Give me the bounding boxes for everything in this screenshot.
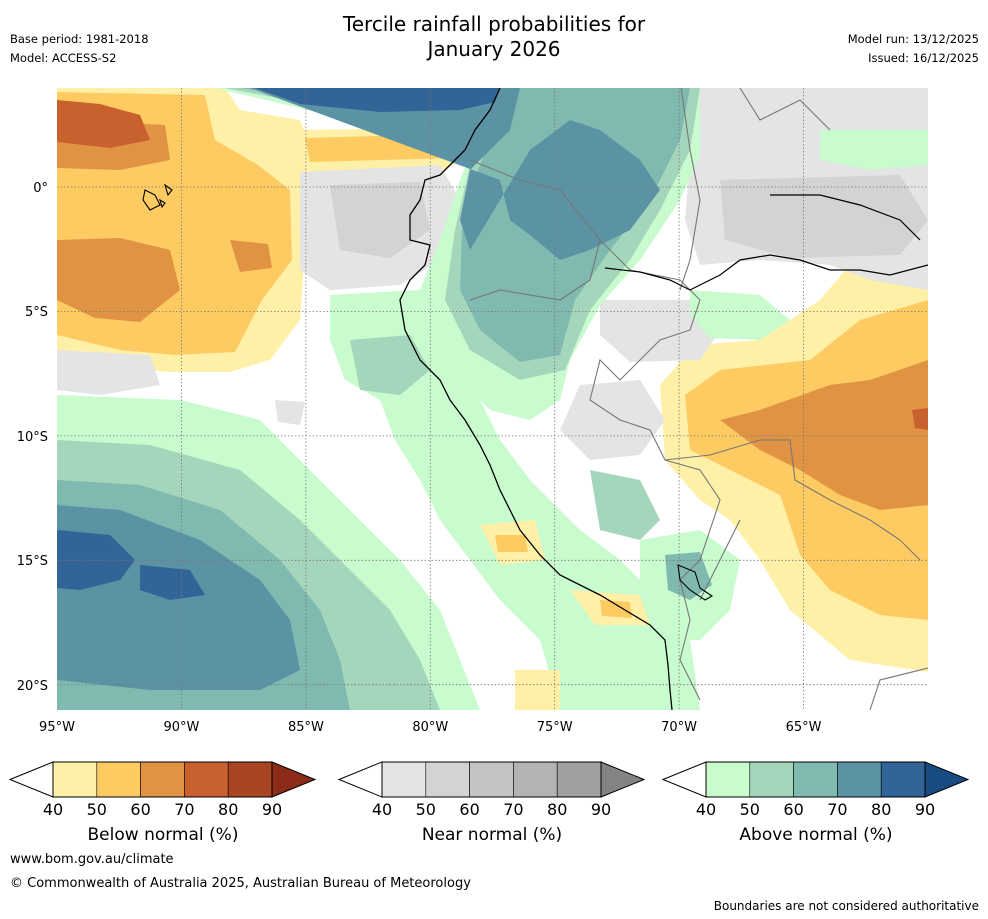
colorbar-swatch <box>705 761 751 798</box>
colorbar-outline <box>381 761 602 798</box>
below-patch-coast-50 <box>495 535 632 618</box>
footer-url[interactable]: www.bom.gov.au/climate <box>10 852 174 867</box>
lon-label: 75°W <box>537 720 573 735</box>
colorbar-tick-label: 70 <box>503 800 523 819</box>
colorbar-tick-label: 40 <box>696 800 716 819</box>
model-name: Model: ACCESS-S2 <box>10 51 117 65</box>
colorbar-swatch <box>227 761 273 798</box>
above-region-north-80 <box>255 88 500 112</box>
below-region-ocean-60 <box>57 120 272 322</box>
colorbar-tick-label: 60 <box>130 800 150 819</box>
colorbar-swatch <box>793 761 838 798</box>
lon-label: 70°W <box>661 720 697 735</box>
below-region-east-60 <box>720 360 928 510</box>
lon-label: 80°W <box>412 720 448 735</box>
lat-label: 20°S <box>17 679 48 694</box>
issued-date: Issued: 16/12/2025 <box>868 51 979 65</box>
lat-axis: 0° 5°S 10°S 15°S 20°S <box>17 181 48 694</box>
near-region-ne-50 <box>720 175 928 258</box>
coastline-amazon <box>604 194 928 291</box>
below-region-ocean-70 <box>57 100 150 148</box>
colorbar-tick-label: 80 <box>547 800 567 819</box>
title-line-2: January 2026 <box>427 37 561 61</box>
lon-label: 85°W <box>288 720 324 735</box>
colorbar-tick-label: 50 <box>740 800 760 819</box>
lon-label: 95°W <box>39 720 75 735</box>
below-region-east-70 <box>912 408 928 430</box>
colorbar-swatch <box>837 761 882 798</box>
colorbar-tick-label: 50 <box>416 800 436 819</box>
lon-label: 65°W <box>786 720 822 735</box>
lake-titicaca <box>677 564 714 601</box>
colorbar-swatch <box>52 761 98 798</box>
meta-left: Base period: 1981-2018 Model: ACCESS-S2 <box>10 30 149 68</box>
title-line-1: Tercile rainfall probabilities for <box>342 12 646 36</box>
colorbar-extend-low <box>8 761 54 798</box>
footer-copyright: © Commonwealth of Australia 2025, Austra… <box>10 876 471 891</box>
colorbar-extend-high <box>271 761 317 798</box>
model-run: Model run: 13/12/2025 <box>847 32 979 46</box>
colorbar-tick-label: 90 <box>262 800 282 819</box>
colorbar-swatch <box>381 761 427 798</box>
colorbar-outline <box>52 761 273 798</box>
colorbar-tick-label: 90 <box>591 800 611 819</box>
colorbar-tick-label: 80 <box>871 800 891 819</box>
colorbar-tick-label: 80 <box>218 800 238 819</box>
meta-right: Model run: 13/12/2025 Issued: 16/12/2025 <box>848 30 979 68</box>
colorbar-outline <box>705 761 926 798</box>
near-region-north-50 <box>330 182 430 258</box>
colorbar-tick-label: 50 <box>87 800 107 819</box>
footnote-boundaries: Boundaries are not considered authoritat… <box>713 899 979 913</box>
above-region-north-70 <box>250 88 660 260</box>
colorbar-swatch <box>96 761 141 798</box>
map-plot-area[interactable] <box>57 80 928 710</box>
colorbar-tick-label: 60 <box>783 800 803 819</box>
colorbar-label-near: Near normal (%) <box>421 825 563 845</box>
colorbar-label-above: Above normal (%) <box>739 825 893 845</box>
colorbar-swatch <box>184 761 229 798</box>
colorbar-swatch <box>469 761 514 798</box>
lat-label: 5°S <box>25 305 48 320</box>
colorbar-tick-label: 60 <box>459 800 479 819</box>
above-region-central <box>350 335 660 540</box>
colorbar-tick-label: 70 <box>827 800 847 819</box>
near-region-ocean <box>57 350 305 425</box>
colorbar-swatch <box>749 761 794 798</box>
colorbar-swatch <box>513 761 558 798</box>
colorbar-extend-high <box>924 761 970 798</box>
lon-axis: 95°W 90°W 85°W 80°W 75°W 70°W 65°W <box>39 720 822 735</box>
base-period: Base period: 1981-2018 <box>10 32 149 46</box>
colorbar-extend-high <box>600 761 646 798</box>
coastline-south-america <box>399 88 673 710</box>
colorbar-extend-low <box>661 761 707 798</box>
lat-label: 0° <box>33 181 48 196</box>
colorbar-extend-low <box>337 761 383 798</box>
colorbar-swatch <box>556 761 602 798</box>
colorbar-tick-label: 40 <box>372 800 392 819</box>
colorbar-tick-label: 70 <box>174 800 194 819</box>
colorbar-near-normal: 40 50 60 70 80 90 <box>337 761 646 819</box>
colorbar-below-normal: 40 50 60 70 80 90 <box>8 761 317 819</box>
lat-label: 15°S <box>17 554 48 569</box>
colorbar-above-normal: 40 50 60 70 80 90 <box>661 761 970 819</box>
colorbar-swatch <box>425 761 470 798</box>
colorbar-swatch <box>140 761 185 798</box>
near-region-central <box>560 300 720 460</box>
above-region-ocean-80 <box>57 530 205 600</box>
lon-label: 90°W <box>163 720 199 735</box>
country-borders <box>469 88 928 710</box>
lat-label: 10°S <box>17 430 48 445</box>
map-title: Tercile rainfall probabilities for Janua… <box>0 12 988 62</box>
colorbar-tick-label: 40 <box>43 800 63 819</box>
colorbar-swatch <box>880 761 926 798</box>
galapagos-islands <box>142 183 173 211</box>
colorbar-label-below: Below normal (%) <box>87 825 239 845</box>
colorbar-tick-label: 90 <box>915 800 935 819</box>
graticule <box>57 88 928 710</box>
above-region-brazil <box>690 130 928 340</box>
